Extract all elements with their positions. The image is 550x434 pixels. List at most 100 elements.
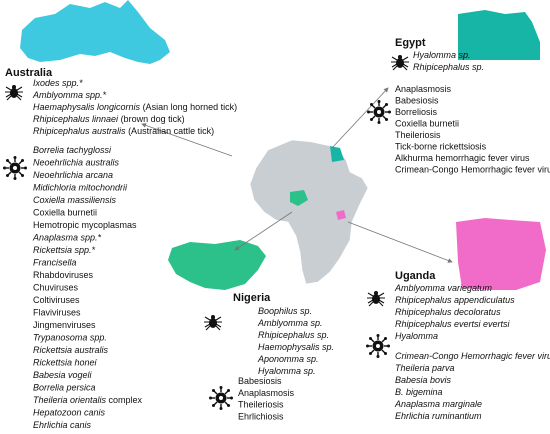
pathogen: Rickettsia honei (33, 358, 98, 368)
pathogen-part: Rickettsia australis (33, 345, 109, 355)
pathogen-icon (2, 155, 28, 181)
pathogen: Midichloria mitochondrii (33, 183, 128, 193)
tick-species: Hyalomma sp. (413, 50, 471, 60)
pathogen-part: Neoehrlichia arcana (33, 170, 113, 180)
pathogen: Neoehrlichia australis (33, 158, 120, 168)
pathogen-part: Borrelia persica (33, 383, 96, 393)
pathogen: Borrelia persica (33, 383, 96, 393)
arrow (141, 123, 233, 157)
pathogen: Ehrlichia ruminantium (395, 411, 482, 421)
pathogen: Chuviruses (33, 283, 79, 293)
pathogen: Tick-borne rickettsiosis (395, 142, 487, 152)
pathogen-part: Babesia bovis (395, 375, 452, 385)
pathogen-part: Hepatozoon canis (33, 408, 106, 418)
tick-species-part: Boophilus sp. (258, 306, 312, 316)
tick-species: Ixodes spp.* (33, 78, 83, 88)
pathogen: Crimean-Congo Hemorrhagic fever virus (395, 351, 550, 361)
tick-species: Rhipicephalus sp. (413, 62, 484, 72)
tick-species-part: Hyalomma (395, 331, 438, 341)
pathogen-part: Hemotropic mycoplasmas (33, 220, 137, 230)
tick-species: Haemophysalis sp. (258, 342, 334, 352)
pathogen-part: Theileriosis (238, 400, 284, 410)
pathogen: Hemotropic mycoplasmas (33, 220, 137, 230)
tick-species: Boophilus sp. (258, 306, 312, 316)
pathogen-part: complex (106, 395, 143, 405)
tick-species-part: Rhipicephalus decoloratus (395, 307, 501, 317)
tick-species: Amblyomma sp. (257, 318, 323, 328)
tick-species-part: Rhipicephalus sp. (258, 330, 329, 340)
pathogen-part: Ehrlichia ruminantium (395, 411, 482, 421)
pathogen-part: Trypanosoma spp. (33, 333, 107, 343)
tick-species: Rhipicephalus decoloratus (395, 307, 501, 317)
pathogen: Anaplasma spp.* (32, 233, 102, 243)
pathogen-part: Anaplasma marginale (394, 399, 482, 409)
pathogen-part: Francisella (33, 258, 77, 268)
pathogen: Neoehrlichia arcana (33, 170, 113, 180)
arrow (331, 87, 389, 149)
pathogen: Coxiella burnetii (33, 208, 97, 218)
pathogen-part: Rhabdoviruses (33, 270, 94, 280)
tick-species: Hyalomma sp. (258, 366, 316, 376)
pathogen: Coxiella burnetii (395, 119, 459, 129)
pathogen: Ehrlichiosis (238, 412, 284, 422)
pathogen-icon (365, 333, 391, 359)
tick-species-part: (Asian long horned tick) (140, 102, 237, 112)
pathogen: Crimean-Congo Hemorrhagic fever virus (395, 165, 550, 175)
arrow (347, 221, 453, 263)
uganda-highlight (336, 210, 346, 220)
tick-species-part: Rhipicephalus sp. (413, 62, 484, 72)
pathogen-part: Anaplasmosis (238, 388, 295, 398)
pathogen-part: Ehrlichia canis (33, 420, 92, 430)
region-title: Egypt (395, 37, 426, 49)
pathogen-part: Coltiviruses (33, 295, 80, 305)
pathogen: Babesiosis (238, 376, 282, 386)
tick-species: Rhipicephalus appendiculatus (395, 295, 515, 305)
pathogen-part: Coxiella burnetii (33, 208, 97, 218)
tick-species: Amblyomma variegatum (394, 283, 493, 293)
pathogen: Francisella (33, 258, 77, 268)
pathogen: Ehrlichia canis (33, 420, 92, 430)
pathogen: Rhabdoviruses (33, 270, 94, 280)
pathogen-part: Babesia vogeli (33, 370, 93, 380)
pathogen-part: Rickettsia honei (33, 358, 98, 368)
pathogen-part: Anaplasmosis (395, 84, 452, 94)
tick-species: Haemaphysalis longicornis (Asian long ho… (33, 102, 237, 112)
africa-map (249, 139, 369, 285)
pathogen-part: Theileria orientalis (33, 395, 107, 405)
tick-species: Rhipicephalus sp. (258, 330, 329, 340)
pathogen: Babesia vogeli (33, 370, 93, 380)
tick-icon (390, 54, 410, 71)
tick-species: Hyalomma (395, 331, 438, 341)
tick-species: Amblyomma spp.* (32, 90, 107, 100)
tick-species-part: Amblyomma sp. (257, 318, 323, 328)
pathogen: Coxiella massiliensis (33, 195, 117, 205)
pathogen-part: Coxiella burnetii (395, 119, 459, 129)
tick-species: Rhipicephalus linnaei (brown dog tick) (33, 114, 185, 124)
pathogen-part: Jingmenviruses (33, 320, 96, 330)
pathogen: Alkhurma hemorrhagic fever virus (395, 153, 530, 163)
pathogen: Flaviviruses (33, 308, 81, 318)
australia-map (20, 0, 170, 64)
pathogen: B. bigemina (395, 387, 443, 397)
tick-species-part: Amblyomma spp.* (32, 90, 107, 100)
pathogen: Anaplasmosis (238, 388, 295, 398)
tick-species: Aponomma sp. (257, 354, 319, 364)
region-title: Nigeria (233, 292, 271, 304)
pathogen-part: Crimean-Congo Hemorrhagic fever virus (395, 165, 550, 175)
pathogen-part: Neoehrlichia australis (33, 158, 120, 168)
pathogen-part: B. bigemina (395, 387, 443, 397)
pathogen: Borrelia tachyglossi (33, 145, 112, 155)
pathogen-part: Flaviviruses (33, 308, 81, 318)
region-title: Uganda (395, 270, 436, 282)
tick-species-part: Hyalomma sp. (413, 50, 471, 60)
pathogen-part: Anaplasma spp.* (32, 233, 102, 243)
pathogen: Jingmenviruses (33, 320, 96, 330)
pathogen-part: Rickettsia spp.* (33, 245, 96, 255)
pathogen: Babesia bovis (395, 375, 452, 385)
tick-species-part: Ixodes spp.* (33, 78, 83, 88)
pathogen-part: Theileriosis (395, 130, 441, 140)
tick-icon (4, 84, 24, 101)
pathogen-part: Tick-borne rickettsiosis (395, 142, 487, 152)
pathogen: Borreliosis (395, 107, 438, 117)
pathogen-part: Babesiosis (395, 96, 439, 106)
